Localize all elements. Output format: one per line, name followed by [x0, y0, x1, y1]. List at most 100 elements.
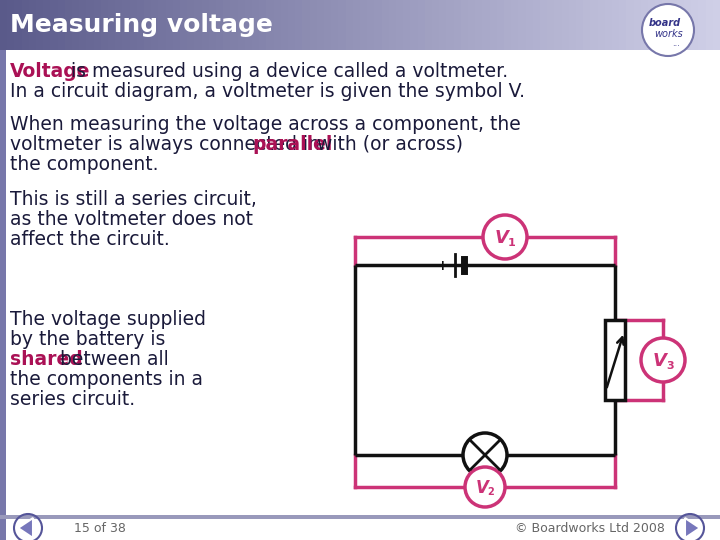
Bar: [274, 0, 282, 50]
Bar: [670, 0, 678, 50]
Bar: [677, 0, 685, 50]
Bar: [626, 0, 634, 50]
Bar: [598, 0, 606, 50]
Bar: [43, 0, 51, 50]
Bar: [511, 0, 519, 50]
Bar: [605, 0, 613, 50]
Bar: [288, 0, 296, 50]
Text: the component.: the component.: [10, 155, 158, 174]
Bar: [648, 0, 656, 50]
Bar: [619, 0, 627, 50]
Bar: [22, 0, 30, 50]
Bar: [50, 0, 58, 50]
Bar: [367, 0, 375, 50]
Text: with (or across): with (or across): [311, 135, 464, 154]
Bar: [547, 0, 555, 50]
Bar: [713, 0, 720, 50]
Bar: [0, 515, 720, 519]
Bar: [374, 0, 382, 50]
Bar: [295, 0, 303, 50]
Bar: [36, 0, 44, 50]
Bar: [14, 0, 22, 50]
Circle shape: [642, 4, 694, 56]
Bar: [115, 0, 123, 50]
Bar: [101, 0, 109, 50]
Bar: [0, 50, 6, 540]
Text: 1: 1: [508, 238, 516, 248]
Bar: [238, 0, 246, 50]
Bar: [216, 0, 224, 50]
Bar: [346, 0, 354, 50]
Text: by the battery is: by the battery is: [10, 330, 166, 349]
Bar: [504, 0, 512, 50]
Bar: [662, 0, 670, 50]
Bar: [389, 0, 397, 50]
Bar: [130, 0, 138, 50]
Text: the components in a: the components in a: [10, 370, 203, 389]
Bar: [634, 0, 642, 50]
Bar: [338, 0, 346, 50]
Bar: [432, 0, 440, 50]
Bar: [569, 0, 577, 50]
Bar: [526, 0, 534, 50]
Bar: [79, 0, 87, 50]
Bar: [461, 0, 469, 50]
Bar: [533, 0, 541, 50]
Bar: [641, 0, 649, 50]
Bar: [230, 0, 238, 50]
Bar: [583, 0, 591, 50]
Text: is measured using a device called a voltmeter.: is measured using a device called a volt…: [65, 62, 508, 81]
Text: V: V: [653, 352, 667, 370]
Bar: [562, 0, 570, 50]
Bar: [180, 0, 188, 50]
Text: ...: ...: [672, 38, 680, 48]
Text: © Boardworks Ltd 2008: © Boardworks Ltd 2008: [515, 522, 665, 535]
Bar: [691, 0, 699, 50]
Bar: [439, 0, 447, 50]
Bar: [655, 0, 663, 50]
Polygon shape: [685, 518, 700, 538]
Text: V: V: [495, 229, 509, 247]
Bar: [122, 0, 130, 50]
Text: works: works: [654, 29, 683, 39]
Bar: [252, 0, 260, 50]
Bar: [324, 0, 332, 50]
Bar: [310, 0, 318, 50]
Bar: [468, 0, 476, 50]
Bar: [518, 0, 526, 50]
Bar: [266, 0, 274, 50]
Bar: [65, 0, 73, 50]
Text: parallel: parallel: [253, 135, 333, 154]
Bar: [418, 0, 426, 50]
Text: 3: 3: [666, 361, 674, 371]
Text: board: board: [649, 18, 681, 28]
Bar: [209, 0, 217, 50]
Bar: [353, 0, 361, 50]
Bar: [684, 0, 692, 50]
Bar: [475, 0, 483, 50]
Bar: [245, 0, 253, 50]
Text: series circuit.: series circuit.: [10, 390, 135, 409]
Bar: [605, 320, 625, 400]
Text: V: V: [476, 479, 488, 497]
Bar: [94, 0, 102, 50]
Bar: [454, 0, 462, 50]
Bar: [151, 0, 159, 50]
Bar: [612, 0, 620, 50]
Bar: [137, 0, 145, 50]
Text: In a circuit diagram, a voltmeter is given the symbol V.: In a circuit diagram, a voltmeter is giv…: [10, 82, 525, 101]
Bar: [497, 0, 505, 50]
Text: Measuring voltage: Measuring voltage: [10, 13, 273, 37]
Bar: [540, 0, 548, 50]
Text: affect the circuit.: affect the circuit.: [10, 230, 170, 249]
Bar: [202, 0, 210, 50]
Bar: [29, 0, 37, 50]
Polygon shape: [18, 518, 33, 538]
Circle shape: [483, 215, 527, 259]
Bar: [223, 0, 231, 50]
Text: This is still a series circuit,: This is still a series circuit,: [10, 190, 257, 209]
Bar: [554, 0, 562, 50]
Bar: [166, 0, 174, 50]
Bar: [706, 0, 714, 50]
Bar: [72, 0, 80, 50]
